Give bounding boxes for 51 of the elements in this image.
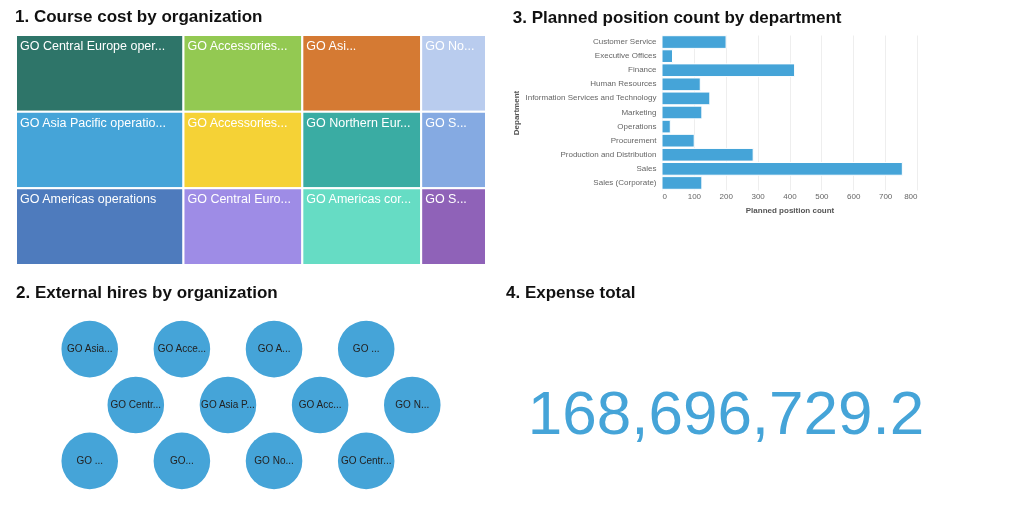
x-tick-label: 800 [904,191,919,201]
x-tick-label: 300 [751,191,766,201]
category-label: GO ... [76,454,104,466]
x-tick-label: 400 [783,191,798,201]
x-tick-label: 500 [815,191,830,201]
x-tick-label: 200 [719,191,734,201]
y-tick-label: Operations [617,121,657,131]
category-label: GO Central Europe oper... [20,39,166,53]
y-tick-label: Sales [636,163,657,173]
category-label: GO Asia... [66,343,113,355]
x-axis-title: Planned position count [745,205,835,215]
text: 2. External hires by organization [16,283,278,302]
category-label: GO Centr... [340,454,392,466]
chart-title: 3. Planned position count by department [512,8,842,27]
category-label: GO Asia Pacific operatio... [20,115,166,130]
category-label: GO Acc... [298,399,342,410]
category-label: GO... [169,454,194,466]
y-tick-label: Production and Distribution [560,149,657,159]
category-label: GO Accessories... [187,115,288,130]
category-label: GO Asia P... [201,399,255,410]
text: 1. Course cost by organization [15,7,263,26]
category-label: GO S... [425,115,467,130]
y-tick-label: Executive Offices [594,51,657,61]
x-tick-label: 100 [687,191,702,201]
x-tick-label: 0 [662,191,668,201]
category-label: GO Americas operations [20,192,157,207]
category-label: GO A... [257,343,291,355]
category-label: GO No... [425,39,475,53]
category-label: GO Central Euro... [187,192,291,207]
category-label: GO S... [425,192,467,207]
category-label: GO Northern Eur... [306,115,411,130]
x-tick-label: 600 [847,191,861,201]
text: 168,696,729.2 [527,378,925,447]
category-label: GO Centr... [110,399,162,410]
y-tick-label: Human Resources [590,79,657,89]
x-tick-label: 700 [878,191,893,201]
category-label: GO ... [352,343,380,355]
y-tick-label: Sales (Corporate) [593,177,657,187]
y-tick-label: Marketing [621,107,657,117]
category-label: GO Americas cor... [306,192,412,207]
y-tick-label: Customer Service [592,37,658,47]
category-label: GO Asi... [306,39,357,53]
y-tick-label: Procurement [610,135,658,145]
y-tick-label: Information Services and Technology [525,93,657,103]
text: 4. Expense total [506,283,636,302]
y-axis-title: Department [512,90,522,136]
category-label: GO Acce... [157,343,207,355]
category-label: GO N... [395,399,430,410]
category-label: GO No... [254,454,294,466]
category-label: GO Accessories... [187,39,288,53]
y-tick-label: Finance [628,65,658,75]
